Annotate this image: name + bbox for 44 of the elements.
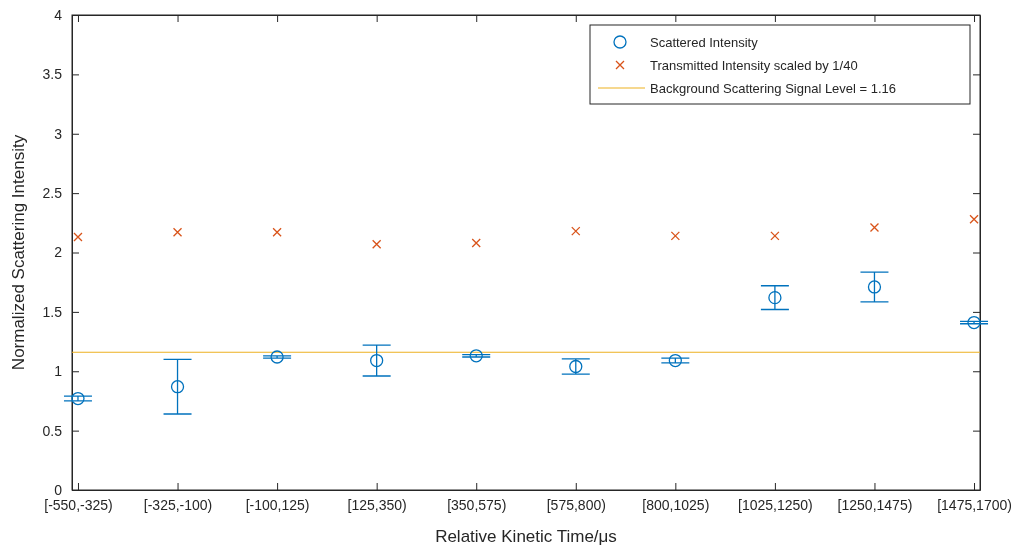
- x-tick-label: [575,800): [546, 496, 606, 513]
- y-axis-title: Normalized Scattering Intensity: [9, 134, 28, 371]
- x-tick-label: [350,575): [447, 496, 507, 513]
- x-axis-title: Relative Kinetic Time/μs: [435, 527, 617, 546]
- point: [569, 359, 583, 374]
- point: [571, 226, 581, 236]
- point: [270, 350, 284, 364]
- point: [71, 391, 85, 406]
- point: [967, 315, 981, 330]
- point: [969, 214, 979, 224]
- point: [670, 231, 680, 241]
- x-tick-label: [1250,1475): [837, 496, 913, 513]
- y-tick-label: 3: [54, 125, 63, 142]
- y-tick-label: 1: [54, 363, 63, 380]
- point: [172, 227, 183, 237]
- y-tick-label: 3.5: [42, 66, 63, 83]
- x-tick-label: [800,1025): [642, 496, 710, 513]
- x-tick-label: [-325,-100): [143, 496, 213, 513]
- y-tick-label: 4: [54, 6, 63, 23]
- legend-label: Scattered Intensity: [650, 35, 759, 50]
- point: [770, 231, 780, 241]
- x-tick-label: [-550,-325): [44, 496, 113, 513]
- point: [272, 227, 282, 237]
- point: [869, 222, 880, 233]
- y-tick-label: 0: [54, 481, 63, 498]
- y-tick-label: 2.5: [42, 185, 63, 202]
- point: [768, 290, 782, 305]
- x-tick-label: [-100,125): [245, 496, 310, 513]
- point: [867, 280, 882, 294]
- x-tick-label: [1025,1250): [738, 496, 813, 513]
- x-tick-label: [125,350): [347, 496, 407, 513]
- point: [170, 380, 185, 394]
- legend-label: Transmitted Intensity scaled by 1/40: [650, 58, 858, 73]
- point: [668, 353, 682, 368]
- y-tick-label: 2: [54, 244, 63, 261]
- point: [469, 349, 483, 363]
- point: [73, 232, 83, 242]
- y-tick-label: 1.5: [42, 303, 63, 320]
- point: [370, 353, 384, 368]
- legend-label: Background Scattering Signal Level = 1.16: [650, 81, 897, 96]
- point: [471, 238, 481, 248]
- y-tick-label: 0.5: [42, 422, 63, 439]
- point: [372, 239, 382, 249]
- x-tick-label: [1475,1700): [937, 496, 1012, 513]
